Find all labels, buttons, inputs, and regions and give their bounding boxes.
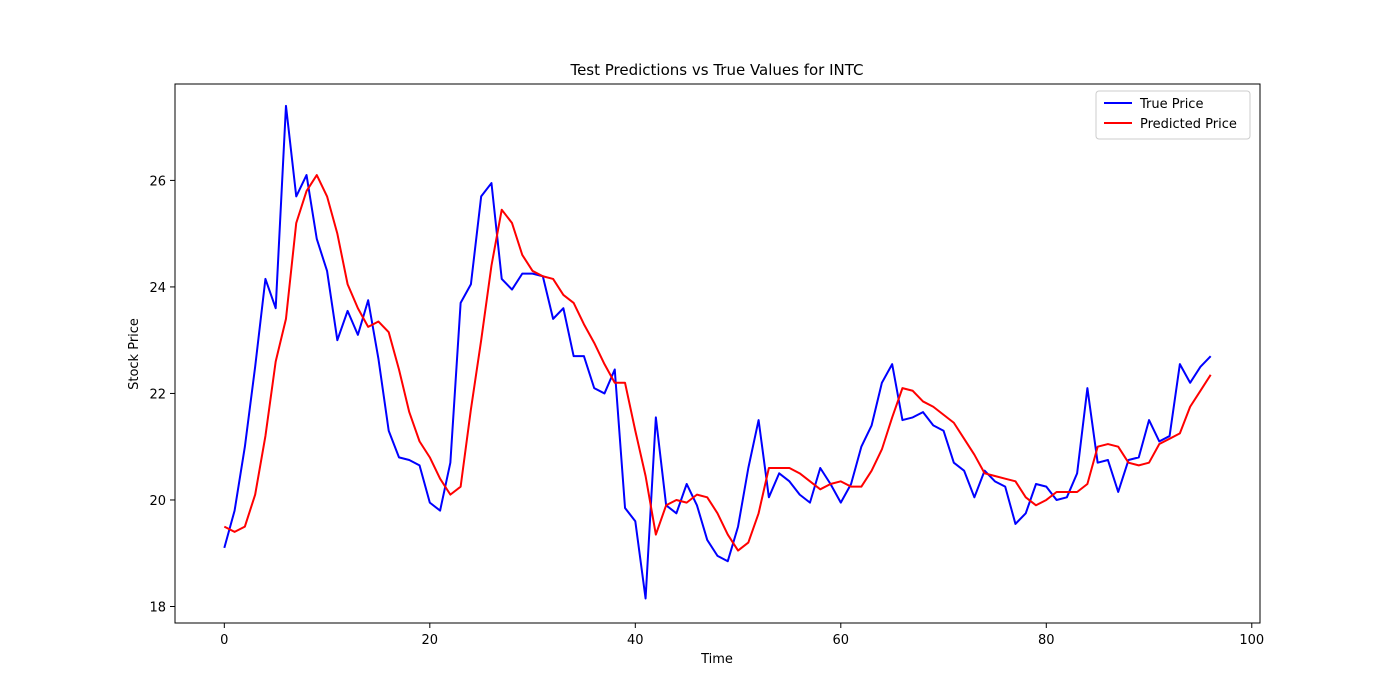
y-axis: 18 20 22 24 26 <box>149 174 175 615</box>
x-tick-label: 0 <box>220 633 228 648</box>
x-tick-label: 20 <box>422 633 439 648</box>
x-tick-label: 80 <box>1038 633 1055 648</box>
y-tick-label: 26 <box>149 174 166 189</box>
x-tick-label: 100 <box>1239 633 1264 648</box>
y-tick-label: 20 <box>149 494 166 509</box>
legend-box <box>1095 90 1251 140</box>
x-axis-label: Time <box>700 652 733 667</box>
x-tick-label: 40 <box>627 633 644 648</box>
series-line-true-price <box>223 104 1212 600</box>
y-axis-label: Stock Price <box>127 318 142 390</box>
x-axis: 0 20 40 60 80 100 <box>220 623 1264 648</box>
y-tick-label: 22 <box>149 387 166 402</box>
x-tick-label: 60 <box>833 633 850 648</box>
y-tick-label: 24 <box>149 281 166 296</box>
legend-label: True Price <box>1139 97 1203 112</box>
y-tick-label: 18 <box>149 600 166 615</box>
chart-title: Test Predictions vs True Values for INTC <box>569 61 863 79</box>
series-line-predicted-price <box>223 174 1212 552</box>
legend: True Price Predicted Price <box>1095 90 1251 140</box>
plot-frame <box>174 83 1261 624</box>
legend-label: Predicted Price <box>1140 117 1237 132</box>
plot-series <box>223 104 1212 600</box>
